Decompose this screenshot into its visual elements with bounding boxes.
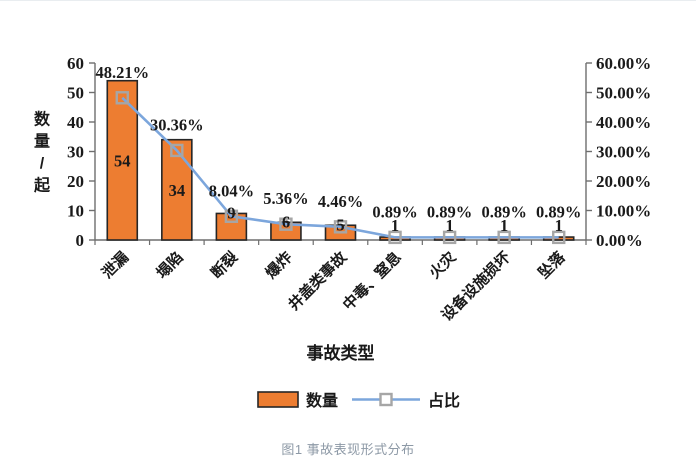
bar-value-label-3: 6 [282, 212, 290, 231]
bar-value-label-0: 54 [114, 151, 131, 170]
category-label-6: 火灾 [425, 247, 460, 282]
line-point-label-3: 5.36% [263, 189, 308, 208]
line-point-label-6: 0.89% [427, 202, 472, 221]
line-marker-5 [388, 230, 402, 245]
line-marker-8 [552, 230, 566, 245]
y-right-tick-label: 20.00% [596, 172, 651, 191]
line-point-label-1: 30.36% [150, 115, 204, 134]
y-right-tick-label: 0.00% [596, 231, 643, 250]
ratio-line [121, 96, 559, 239]
line-point-label-4: 4.46% [318, 192, 363, 211]
line-point-label-5: 0.89% [372, 202, 417, 221]
bar-value-label-4: 5 [336, 215, 344, 234]
legend: 数量 占比 [257, 391, 460, 410]
category-label-1: 塌陷 [153, 248, 187, 282]
bar-3 [270, 221, 302, 241]
line-point-label-7: 0.89% [481, 202, 526, 221]
bar-value-label-7: 1 [500, 216, 508, 235]
y-left-tick-label: 40 [67, 113, 84, 132]
y-left-tick-label: 60 [67, 54, 84, 73]
category-label-8: 坠落 [535, 247, 570, 282]
x-axis-title: 事故类型 [307, 343, 375, 363]
y-left-tick-label: 20 [67, 172, 84, 191]
line-point-label-8: 0.89% [536, 202, 581, 221]
category-label-5: 中毒、窒息 [339, 248, 405, 314]
accident-distribution-chart: 0 0.00%10 10.00%20 20.00%30 30.00%40 40.00%50… [33, 54, 651, 410]
bar-value-label-2: 9 [227, 203, 235, 222]
y-right-tick-label: 10.00% [596, 202, 651, 221]
line-marker-7 [497, 230, 511, 245]
y-right-tick-label: 60.00% [596, 54, 651, 73]
y-axis-title-char: 起 [33, 176, 51, 195]
legend-bar-label: 数量 [306, 391, 338, 410]
line-point-label-0: 48.21% [95, 63, 149, 82]
y-axis-title-char: / [40, 156, 45, 173]
y-left-tick-label: 30 [67, 143, 84, 162]
line-marker-0 [115, 91, 129, 105]
chart-container: 0 0.00% 10 10.00% 20 20.00% 30 30.00% 40 40.00% 50… [0, 1, 696, 425]
line-marker-4 [333, 220, 348, 234]
figure: 0 0.00% 10 10.00% 20 20.00% 30 30.00% 40 40.00% 50… [0, 1, 696, 458]
category-label-0: 泄漏 [98, 248, 132, 282]
bar-value-label-1: 34 [169, 181, 186, 200]
y-left-tick-label: 0 [76, 231, 85, 250]
bar-value-label-5: 1 [391, 216, 399, 235]
y-right-tick-label: 40.00% [596, 113, 651, 132]
figure-caption: 图1 事故表现形式分布 [281, 442, 415, 457]
legend-bar-swatch [257, 391, 299, 408]
y-axis-title-char: 量 [34, 133, 50, 151]
legend-line-label: 占比 [428, 391, 460, 410]
bar-value-label-6: 1 [445, 216, 453, 235]
line-marker-1 [170, 143, 184, 158]
y-right-tick-label: 30.00% [596, 143, 651, 162]
bar-value-label-8: 1 [555, 216, 563, 235]
category-label-2: 断裂 [207, 248, 241, 282]
line-marker-3 [279, 217, 293, 231]
line-point-label-2: 8.04% [209, 181, 254, 200]
line-marker-6 [442, 230, 457, 245]
category-label-3: 爆炸 [262, 248, 296, 282]
y-axis-title-char: 数 [34, 110, 51, 129]
y-right-tick-label: 50.00% [596, 84, 651, 103]
y-left-tick-label: 50 [67, 84, 84, 103]
line-marker-2 [224, 209, 239, 223]
legend-line-marker [379, 392, 393, 407]
y-left-tick-label: 10 [67, 202, 84, 221]
